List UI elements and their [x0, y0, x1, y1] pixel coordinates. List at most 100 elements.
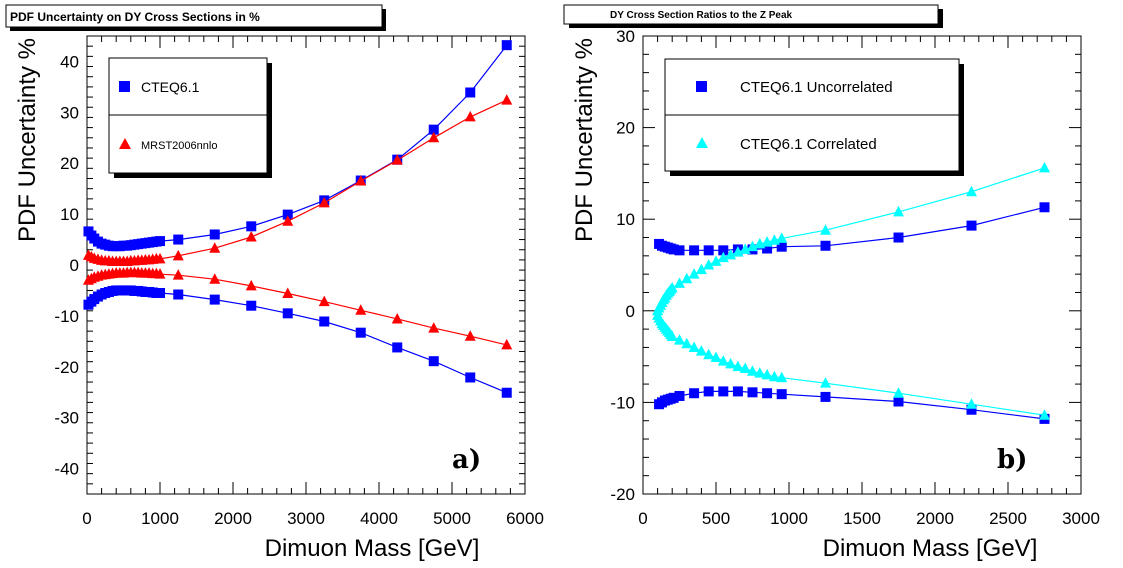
data-point-square: [718, 386, 729, 397]
data-point-square: [319, 316, 330, 327]
data-point-triangle: [739, 243, 751, 254]
data-point-triangle: [154, 252, 166, 264]
x-tick-label: 500: [702, 509, 730, 528]
data-point-triangle: [776, 232, 788, 243]
data-point-triangle: [681, 272, 693, 284]
data-point-triangle: [318, 196, 330, 208]
y-tick-label: 10: [616, 210, 635, 229]
legend-marker-uncorrelated: [696, 81, 707, 92]
x-tick-label: 0: [82, 509, 91, 528]
data-point-triangle: [717, 355, 729, 366]
x-tick-label: 6000: [506, 509, 544, 528]
data-point-triangle: [154, 268, 166, 279]
data-point-square: [674, 390, 685, 401]
x-tick-label: 5000: [433, 509, 471, 528]
data-point-triangle: [464, 110, 476, 122]
data-point-square: [776, 389, 787, 400]
data-point-square: [893, 232, 904, 243]
data-point-triangle: [966, 185, 977, 197]
series-line: [658, 390, 1045, 420]
data-point-triangle: [776, 371, 788, 383]
data-point-triangle: [666, 281, 678, 293]
y-tick-label: 10: [60, 205, 79, 224]
data-point-square: [762, 388, 773, 399]
y-tick-label: -10: [54, 307, 79, 326]
data-point-triangle: [695, 263, 707, 275]
data-point-square: [668, 244, 679, 255]
data-point-square: [689, 388, 700, 399]
data-point-square: [703, 245, 714, 256]
y-tick-label: 30: [60, 103, 79, 122]
x-tick-label: 2000: [214, 509, 252, 528]
data-point-square: [209, 294, 220, 305]
data-point-triangle: [688, 341, 700, 352]
data-point-square: [776, 241, 787, 252]
y-tick-label: 40: [60, 52, 79, 71]
x-tick-label: 1000: [770, 509, 808, 528]
y-axis-label: PDF Uncertainty %: [571, 38, 598, 242]
data-point-triangle: [747, 240, 758, 252]
data-point-square: [674, 245, 685, 256]
x-tick-label: 0: [638, 509, 647, 528]
data-point-triangle: [1039, 161, 1050, 173]
data-point-square: [392, 342, 403, 353]
data-point-square: [282, 308, 293, 319]
data-point-triangle: [391, 154, 403, 165]
panel-label-a: a): [452, 445, 481, 475]
chart-panel-a: PDF Uncertainty on DY Cross Sections in …: [5, 4, 544, 562]
plot-area-b: 0 500 1000 1500 2000 2500 3000 -20 -10 0 10 20 30: [610, 27, 1099, 528]
x-axis-label: Dimuon Mass [GeV]: [823, 535, 1038, 562]
data-point-square: [209, 229, 220, 240]
data-point-triangle: [732, 360, 744, 372]
data-point-triangle: [893, 205, 904, 217]
data-point-square: [501, 387, 512, 398]
data-point-triangle: [464, 330, 476, 341]
data-point-triangle: [282, 215, 294, 226]
data-point-square: [246, 221, 257, 232]
data-point-square: [355, 327, 366, 338]
data-point-triangle: [209, 242, 221, 253]
data-point-triangle: [820, 224, 831, 235]
data-point-triangle: [703, 348, 715, 360]
data-point-square: [689, 245, 700, 256]
data-point-triangle: [1039, 409, 1050, 420]
series-line: [88, 272, 507, 346]
chart-panel-b: DY Cross Section Ratios to the Z Peak PD…: [563, 4, 1100, 562]
legend-label-uncorrelated: CTEQ6.1 Uncorrelated: [740, 79, 893, 96]
data-point-triangle: [966, 398, 977, 409]
data-point-triangle: [355, 175, 367, 186]
data-point-square: [282, 209, 293, 220]
data-point-triangle: [732, 246, 744, 257]
data-point-triangle: [245, 231, 257, 242]
data-point-triangle: [703, 259, 715, 270]
data-point-triangle: [761, 368, 773, 380]
data-point-triangle: [428, 322, 440, 333]
y-axis-label: PDF Uncertainty %: [14, 38, 41, 242]
legend-marker-cteq: [119, 81, 130, 92]
data-point-triangle: [209, 273, 221, 284]
y-tick-label: 20: [616, 119, 635, 138]
data-point-triangle: [710, 255, 722, 266]
data-point-triangle: [710, 351, 722, 363]
x-axis-label: Dimuon Mass [GeV]: [265, 535, 480, 562]
y-tick-label: 0: [70, 256, 79, 275]
legend-label-cteq: CTEQ6.1: [141, 79, 200, 95]
chart-title: PDF Uncertainty on DY Cross Sections in …: [10, 10, 260, 24]
data-point-triangle: [820, 377, 831, 388]
data-point-triangle: [747, 365, 758, 376]
x-tick-label: 4000: [360, 509, 398, 528]
data-point-square: [173, 289, 184, 300]
data-point-square: [501, 40, 512, 51]
y-tick-label: -30: [54, 409, 79, 428]
data-point-triangle: [725, 357, 737, 369]
series-line: [657, 167, 1045, 312]
y-tick-label: -40: [54, 460, 79, 479]
series-line: [658, 206, 1045, 251]
y-tick-label: 30: [616, 27, 635, 46]
data-point-triangle: [501, 338, 513, 350]
legend-label-correlated: CTEQ6.1 Correlated: [740, 136, 877, 153]
data-point-square: [465, 87, 476, 98]
data-point-triangle: [245, 279, 257, 291]
data-point-triangle: [282, 287, 294, 298]
data-point-square: [246, 300, 257, 311]
